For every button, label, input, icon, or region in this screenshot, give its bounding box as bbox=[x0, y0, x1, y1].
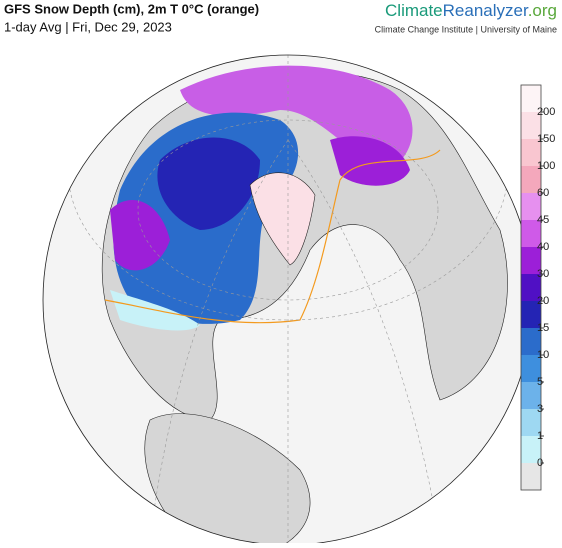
colorbar-segment bbox=[521, 355, 541, 382]
institution: Climate Change Institute | University of… bbox=[375, 24, 557, 34]
colorbar-segment bbox=[521, 409, 541, 436]
colorbar-label: 5 bbox=[537, 376, 543, 388]
colorbar-label: 0 bbox=[537, 457, 543, 469]
freezing-line bbox=[104, 149, 441, 324]
colorbar-label: 30 bbox=[537, 268, 549, 280]
brand-part: Reanalyzer bbox=[443, 1, 529, 20]
snow bbox=[330, 136, 410, 186]
colorbar-segment bbox=[521, 436, 541, 463]
colorbar-segment bbox=[521, 328, 541, 355]
snow bbox=[157, 137, 260, 230]
colorbar-segment bbox=[521, 166, 541, 193]
colorbar-segment bbox=[521, 112, 541, 139]
colorbar-label: 20 bbox=[537, 295, 549, 307]
colorbar-segment bbox=[521, 274, 541, 301]
globe bbox=[43, 55, 533, 545]
colorbar-label: 150 bbox=[537, 133, 555, 145]
brand: ClimateReanalyzer.org bbox=[385, 1, 557, 20]
subtitle: 1-day Avg | Fri, Dec 29, 2023 bbox=[4, 19, 172, 34]
colorbar-segment bbox=[521, 220, 541, 247]
brand-part: .org bbox=[528, 1, 557, 20]
brand-part: Climate bbox=[385, 1, 443, 20]
colorbar-segment bbox=[521, 247, 541, 274]
colorbar-label: 200 bbox=[537, 106, 555, 118]
greenland bbox=[249, 172, 316, 266]
colorbar-segment bbox=[521, 301, 541, 328]
colorbar-segment bbox=[521, 193, 541, 220]
colorbar-label: 60 bbox=[537, 187, 549, 199]
colorbar-segment bbox=[521, 139, 541, 166]
colorbar-label: 3 bbox=[537, 403, 543, 415]
colorbar-segment bbox=[521, 85, 541, 112]
colorbar-label: 15 bbox=[537, 322, 549, 334]
colorbar-segment bbox=[521, 463, 541, 490]
snow bbox=[110, 200, 170, 271]
colorbar-label: 100 bbox=[537, 160, 555, 172]
colorbar: 0 1 3 5 10 15 20 30 40 45 60 100 150 200 bbox=[520, 84, 555, 491]
colorbar-label: 45 bbox=[537, 214, 549, 226]
colorbar-label: 40 bbox=[537, 241, 549, 253]
colorbar-label: 10 bbox=[537, 349, 549, 361]
title: GFS Snow Depth (cm), 2m T 0°C (orange) bbox=[4, 1, 259, 16]
colorbar-label: 1 bbox=[537, 430, 543, 442]
colorbar-segment bbox=[521, 382, 541, 409]
colorbar-frame bbox=[520, 84, 542, 491]
